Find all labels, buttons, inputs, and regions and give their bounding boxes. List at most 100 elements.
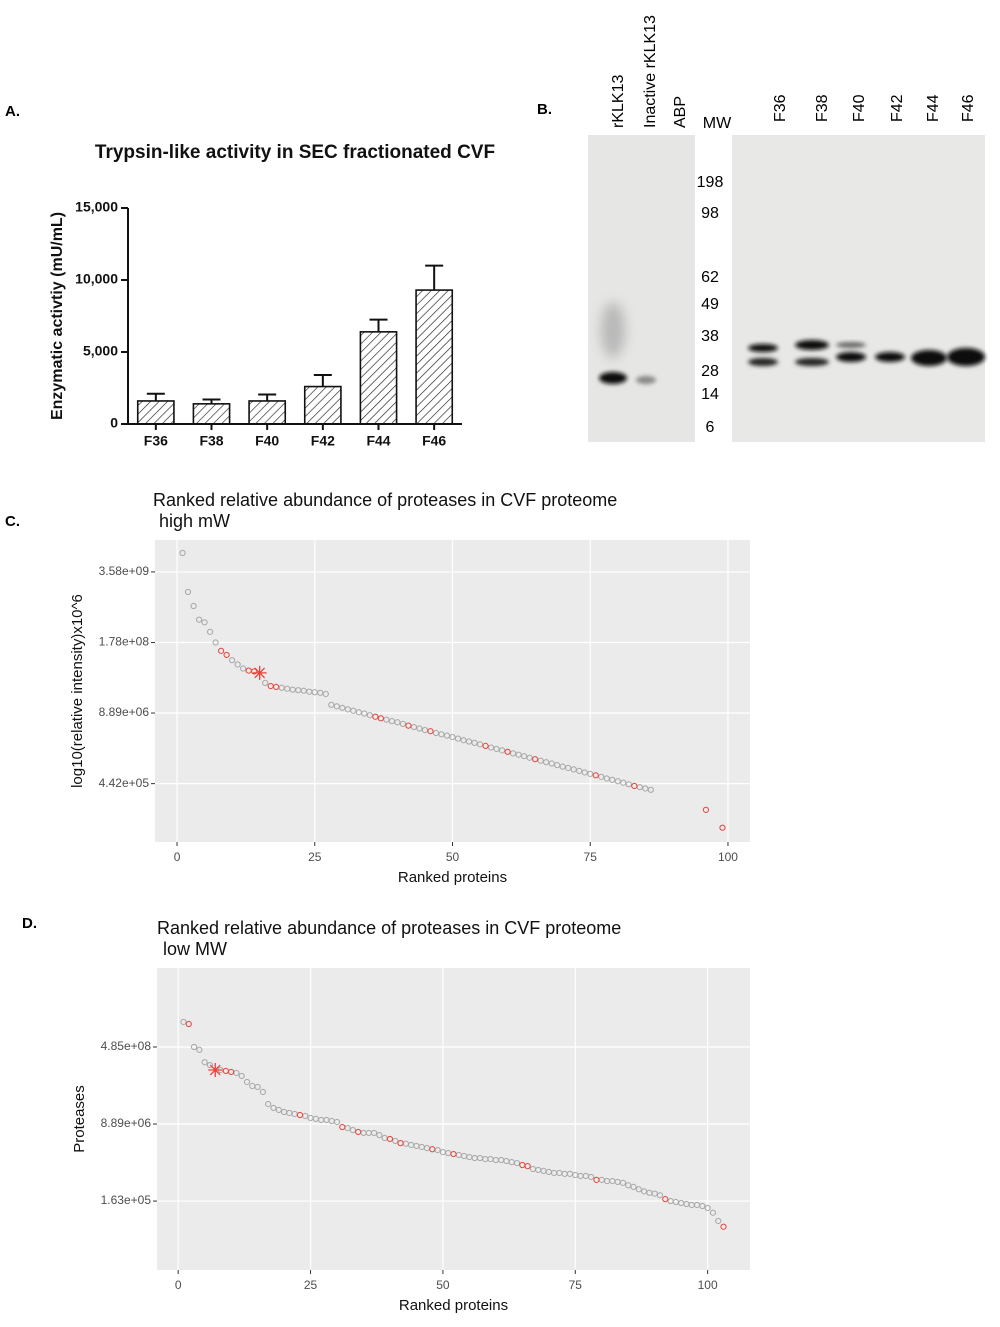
point: [212, 639, 219, 646]
x-tick-label: F36: [144, 433, 168, 449]
x-tick-label: 100: [698, 1278, 718, 1292]
point: [651, 1190, 658, 1197]
x-tick-label: 50: [436, 1278, 450, 1292]
point: [421, 727, 429, 734]
chart-subtitle: high mW: [159, 511, 230, 531]
point: [537, 757, 544, 764]
point: [443, 732, 451, 739]
point: [704, 1204, 711, 1212]
point: [662, 1196, 669, 1203]
chart-title: Ranked relative abundance of proteases i…: [157, 918, 621, 938]
point: [656, 1192, 664, 1199]
point: [196, 1046, 203, 1053]
point: [388, 718, 395, 725]
point: [619, 1179, 627, 1186]
point: [339, 1123, 346, 1131]
gel-image-right: [732, 135, 985, 442]
fraction-label: F42: [889, 94, 906, 122]
point: [416, 725, 423, 732]
point: [206, 628, 214, 635]
point: [218, 647, 225, 654]
x-tick-label: F38: [199, 433, 223, 449]
point: [275, 1106, 282, 1114]
x-axis-label: Ranked proteins: [399, 1297, 508, 1314]
point: [521, 753, 528, 760]
point: [565, 764, 572, 772]
point: [609, 776, 616, 783]
x-tick-label: 0: [174, 850, 181, 864]
point: [709, 1209, 717, 1216]
point: [635, 1186, 642, 1193]
x-tick-label: 75: [584, 850, 598, 864]
gel-band: [795, 358, 829, 366]
point: [642, 785, 649, 792]
point: [647, 786, 654, 793]
point: [350, 707, 357, 714]
point: [438, 731, 445, 738]
point: [317, 689, 324, 696]
point: [504, 748, 511, 755]
point: [625, 1182, 632, 1189]
point: [180, 1018, 187, 1026]
point: [238, 1072, 245, 1080]
point: [699, 1202, 706, 1210]
y-tick-label: 0: [110, 415, 118, 431]
point: [510, 750, 517, 757]
highlight-marker: [208, 1062, 223, 1077]
point: [570, 766, 577, 773]
gel-band: [748, 358, 778, 366]
point: [614, 778, 621, 785]
point: [370, 1129, 378, 1137]
mw-marker: 62: [701, 269, 719, 286]
point: [273, 683, 280, 690]
point: [234, 661, 241, 668]
point: [554, 762, 561, 769]
y-tick-label: 4.85e+08: [101, 1039, 152, 1053]
y-axis-label: Enzymatic activtiy (mU/mL): [49, 212, 66, 420]
y-tick-label: 8.89e+06: [99, 705, 150, 719]
fraction-label: F36: [772, 94, 789, 122]
point: [432, 729, 440, 737]
point: [476, 741, 484, 748]
point: [355, 709, 362, 716]
x-tick-label: 100: [718, 850, 738, 864]
point: [262, 679, 269, 686]
mw-marker: 28: [701, 363, 719, 380]
point: [243, 1078, 251, 1086]
point: [265, 1101, 272, 1108]
gel-image-left: [588, 135, 695, 442]
point: [454, 735, 462, 742]
y-tick-label: 15,000: [75, 199, 118, 215]
point: [559, 763, 566, 770]
point: [460, 737, 467, 744]
point: [185, 1020, 192, 1028]
point: [383, 716, 390, 723]
point: [328, 701, 335, 708]
point: [361, 710, 368, 717]
point: [513, 1159, 521, 1167]
point: [603, 775, 610, 782]
y-axis-label: Proteases: [71, 1085, 88, 1153]
chart-subtitle: low MW: [163, 939, 227, 959]
bar: [136, 400, 175, 425]
y-tick-label: 1.63e+05: [101, 1193, 152, 1207]
x-tick-label: 25: [304, 1278, 318, 1292]
point: [376, 1132, 383, 1139]
gel-band: [836, 352, 866, 362]
point: [715, 1217, 722, 1225]
point: [229, 657, 236, 664]
point: [240, 665, 247, 672]
point: [702, 806, 710, 813]
bar: [248, 400, 287, 425]
point: [524, 1163, 531, 1170]
point: [543, 759, 550, 766]
point: [427, 728, 434, 735]
point: [588, 1173, 595, 1181]
point: [394, 719, 401, 726]
point: [465, 738, 473, 745]
point: [630, 1183, 637, 1191]
y-tick-label: 1.78e+08: [99, 635, 150, 649]
x-tick-label: 75: [569, 1278, 583, 1292]
point: [625, 781, 632, 788]
